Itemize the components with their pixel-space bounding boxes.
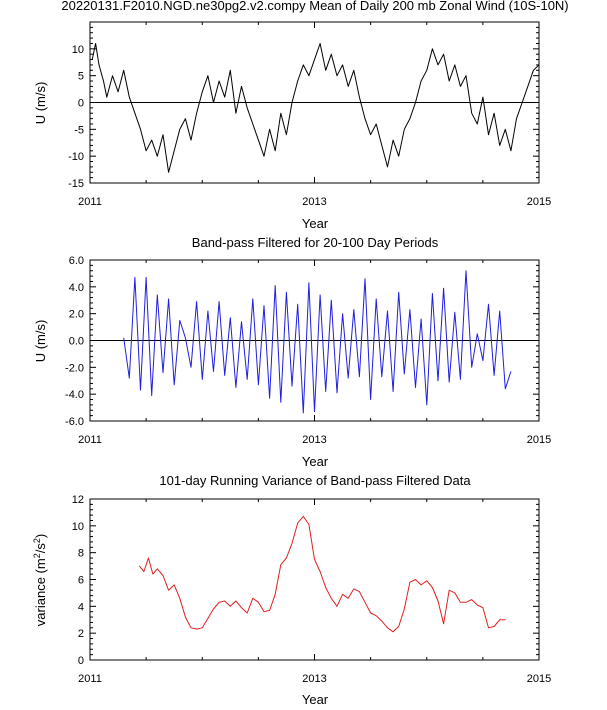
panel-3-ticks: 0 2 4 6 8 10 12 2011 2013 2015 (72, 494, 551, 685)
x-tick-label: 2013 (302, 196, 326, 208)
y-tick-label: 6.0 (69, 255, 84, 267)
y-tick-label: -2.0 (65, 362, 84, 374)
y-tick-label: 4.0 (69, 282, 84, 294)
panel-3-xlabel: Year (302, 692, 329, 707)
panel-2-ylabel: U (m/s) (33, 320, 48, 363)
x-tick-label: 2015 (527, 434, 551, 446)
y-tick-label: 0 (78, 98, 84, 110)
y-tick-label: 10 (72, 521, 84, 533)
y-tick-label: 12 (72, 494, 84, 506)
y-tick-label: 0 (78, 655, 84, 667)
x-tick-label: 2011 (78, 196, 102, 208)
y-tick-label: -5 (74, 124, 84, 136)
x-tick-label: 2015 (527, 673, 551, 685)
y-tick-label: -10 (68, 151, 84, 163)
panel-daily-u: 20220131.F2010.NGD.ne30pg2.v2.compy Mean… (33, 0, 569, 231)
y-tick-label: -15 (68, 178, 84, 190)
y-tick-label: 0.0 (69, 336, 84, 348)
y-tick-label: -4.0 (65, 389, 84, 401)
panel-3-title: 101-day Running Variance of Band-pass Fi… (159, 473, 471, 488)
panel-1-xlabel: Year (302, 216, 329, 231)
x-tick-label: 2011 (78, 434, 102, 446)
panel-3-series-line (139, 515, 506, 633)
panel-1-series-line (91, 43, 540, 173)
y-tick-label: 10 (72, 44, 84, 56)
panel-1-ylabel: U (m/s) (33, 82, 48, 125)
panel-bandpass: Band-pass Filtered for 20-100 Day Period… (33, 235, 551, 469)
y-tick-label: -6.0 (65, 416, 84, 428)
panel-2-series-line (123, 270, 512, 414)
y-tick-label: 2 (78, 628, 84, 640)
y-tick-label: 8 (78, 548, 84, 560)
x-tick-label: 2013 (302, 673, 326, 685)
panel-variance: 101-day Running Variance of Band-pass Fi… (32, 473, 551, 707)
y-tick-label: 4 (78, 601, 84, 613)
panel-2-title: Band-pass Filtered for 20-100 Day Period… (192, 235, 439, 250)
panel-1-title: 20220131.F2010.NGD.ne30pg2.v2.compy Mean… (61, 0, 568, 13)
panel-3-ylabel-part3: ) (33, 534, 48, 538)
panel-3-ylabel: variance (m2/s2) (32, 534, 48, 626)
panel-3-ylabel-part2: /s (33, 543, 48, 554)
panel-2-ticks: -6.0 -4.0 -2.0 0.0 2.0 4.0 6.0 2011 2013 2015 (65, 255, 551, 446)
y-tick-label: 5 (78, 71, 84, 83)
panel-3-ylabel-part1: variance (m (33, 558, 48, 626)
panel-1-ticks: -15 -10 -5 0 5 10 2011 2013 2015 (68, 21, 551, 208)
panel-3-frame (89, 498, 540, 661)
y-tick-label: 2.0 (69, 309, 84, 321)
x-tick-label: 2013 (302, 434, 326, 446)
x-tick-label: 2015 (527, 196, 551, 208)
y-tick-label: 6 (78, 575, 84, 587)
x-tick-label: 2011 (78, 673, 102, 685)
panel-2-xlabel: Year (302, 454, 329, 469)
panel-3-ylabel-sup1: 2 (32, 553, 42, 558)
panel-3-ylabel-sup2: 2 (32, 538, 42, 543)
